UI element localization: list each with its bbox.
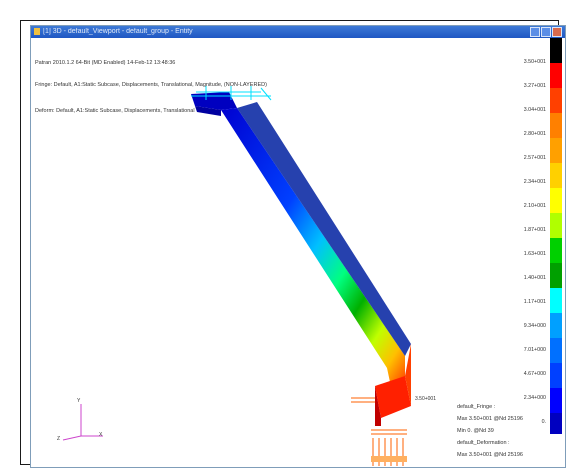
fringe-line: Max 3.50+001 @Nd 25196 [457, 416, 523, 422]
header-line-1: Patran 2010.1.2 64-Bit (MD Enabled) 14-F… [35, 60, 176, 66]
legend-tick: 1.63+001 [523, 251, 546, 257]
legend-tick: 2.34+001 [523, 179, 546, 185]
beam-side [237, 102, 411, 356]
legend-swatch [550, 188, 562, 213]
legend-swatch [550, 263, 562, 288]
legend-tick: 3.50+001 [523, 59, 546, 65]
legend-swatch [550, 363, 562, 388]
legend-tick: 2.10+001 [523, 203, 546, 209]
legend-swatch [550, 113, 562, 138]
legend-tick: 4.67+000 [523, 371, 546, 377]
axis-z-label: Z [57, 436, 61, 442]
legend-tick: 1.17+001 [523, 299, 546, 305]
minimize-button[interactable] [530, 27, 540, 37]
legend-tick: 2.57+001 [523, 155, 546, 161]
legend-tick: 3.27+001 [523, 83, 546, 89]
legend-tick: 9.34+000 [523, 323, 546, 329]
maximize-button[interactable] [541, 27, 551, 37]
beam-front [221, 108, 405, 396]
legend-tick: 3.04+001 [523, 107, 546, 113]
viewport-window[interactable]: [1] 3D - default_Viewport - default_grou… [30, 25, 566, 468]
top-constraints [191, 86, 272, 101]
legend-swatch [550, 413, 562, 434]
app-icon [34, 28, 40, 35]
legend-swatch [550, 163, 562, 188]
legend-swatch [550, 38, 562, 63]
legend-swatch [550, 388, 562, 413]
beam-leg [375, 376, 411, 418]
legend-tick: 1.40+001 [523, 275, 546, 281]
legend-swatch [550, 288, 562, 313]
axis-triad [62, 404, 103, 441]
axis-y-label: Y [77, 398, 81, 404]
fringe-line: default_Fringe : [457, 404, 496, 410]
header-line-3: Deform: Default, A1:Static Subcase, Disp… [35, 108, 195, 114]
fringe-line: Max 3.50+001 @Nd 25196 [457, 452, 523, 458]
legend-tick: 1.87+001 [523, 227, 546, 233]
legend-tick: 7.01+000 [523, 347, 546, 353]
legend-swatch [550, 138, 562, 163]
max-marker: 3.50+001 [415, 396, 436, 402]
header-line-2: Fringe: Default, A1:Static Subcase, Disp… [35, 82, 267, 88]
fringe-legend-bar [550, 38, 562, 434]
legend-swatch [550, 213, 562, 238]
window-title: [1] 3D - default_Viewport - default_grou… [43, 28, 193, 35]
load-arrows [351, 397, 407, 466]
legend-swatch [550, 88, 562, 113]
legend-swatch [550, 313, 562, 338]
legend-swatch [550, 238, 562, 263]
model-view[interactable] [31, 26, 567, 469]
fringe-line: default_Deformation : [457, 440, 510, 446]
title-bar[interactable]: [1] 3D - default_Viewport - default_grou… [31, 26, 565, 38]
legend-swatch [550, 338, 562, 363]
legend-tick: 0. [541, 419, 546, 425]
axis-x-label: X [99, 432, 103, 438]
close-button[interactable] [552, 27, 562, 37]
legend-tick: 2.80+001 [523, 131, 546, 137]
fringe-line: Min 0. @Nd 39 [457, 428, 494, 434]
legend-swatch [550, 63, 562, 88]
legend-tick: 2.34+000 [523, 395, 546, 401]
